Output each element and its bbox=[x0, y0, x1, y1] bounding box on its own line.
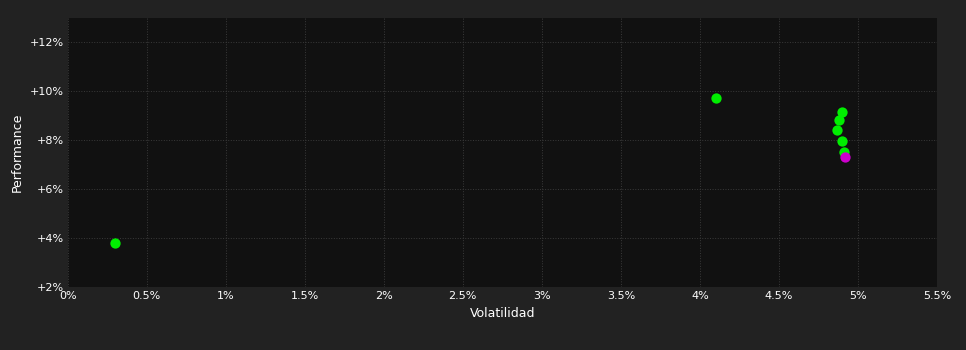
Y-axis label: Performance: Performance bbox=[11, 113, 24, 192]
Point bbox=[107, 240, 123, 246]
Point bbox=[708, 96, 724, 101]
Point bbox=[832, 118, 847, 123]
Point bbox=[830, 127, 845, 133]
Point bbox=[836, 149, 851, 155]
Point bbox=[838, 154, 853, 160]
X-axis label: Volatilidad: Volatilidad bbox=[469, 307, 535, 320]
Point bbox=[835, 139, 850, 144]
Point bbox=[835, 109, 850, 115]
